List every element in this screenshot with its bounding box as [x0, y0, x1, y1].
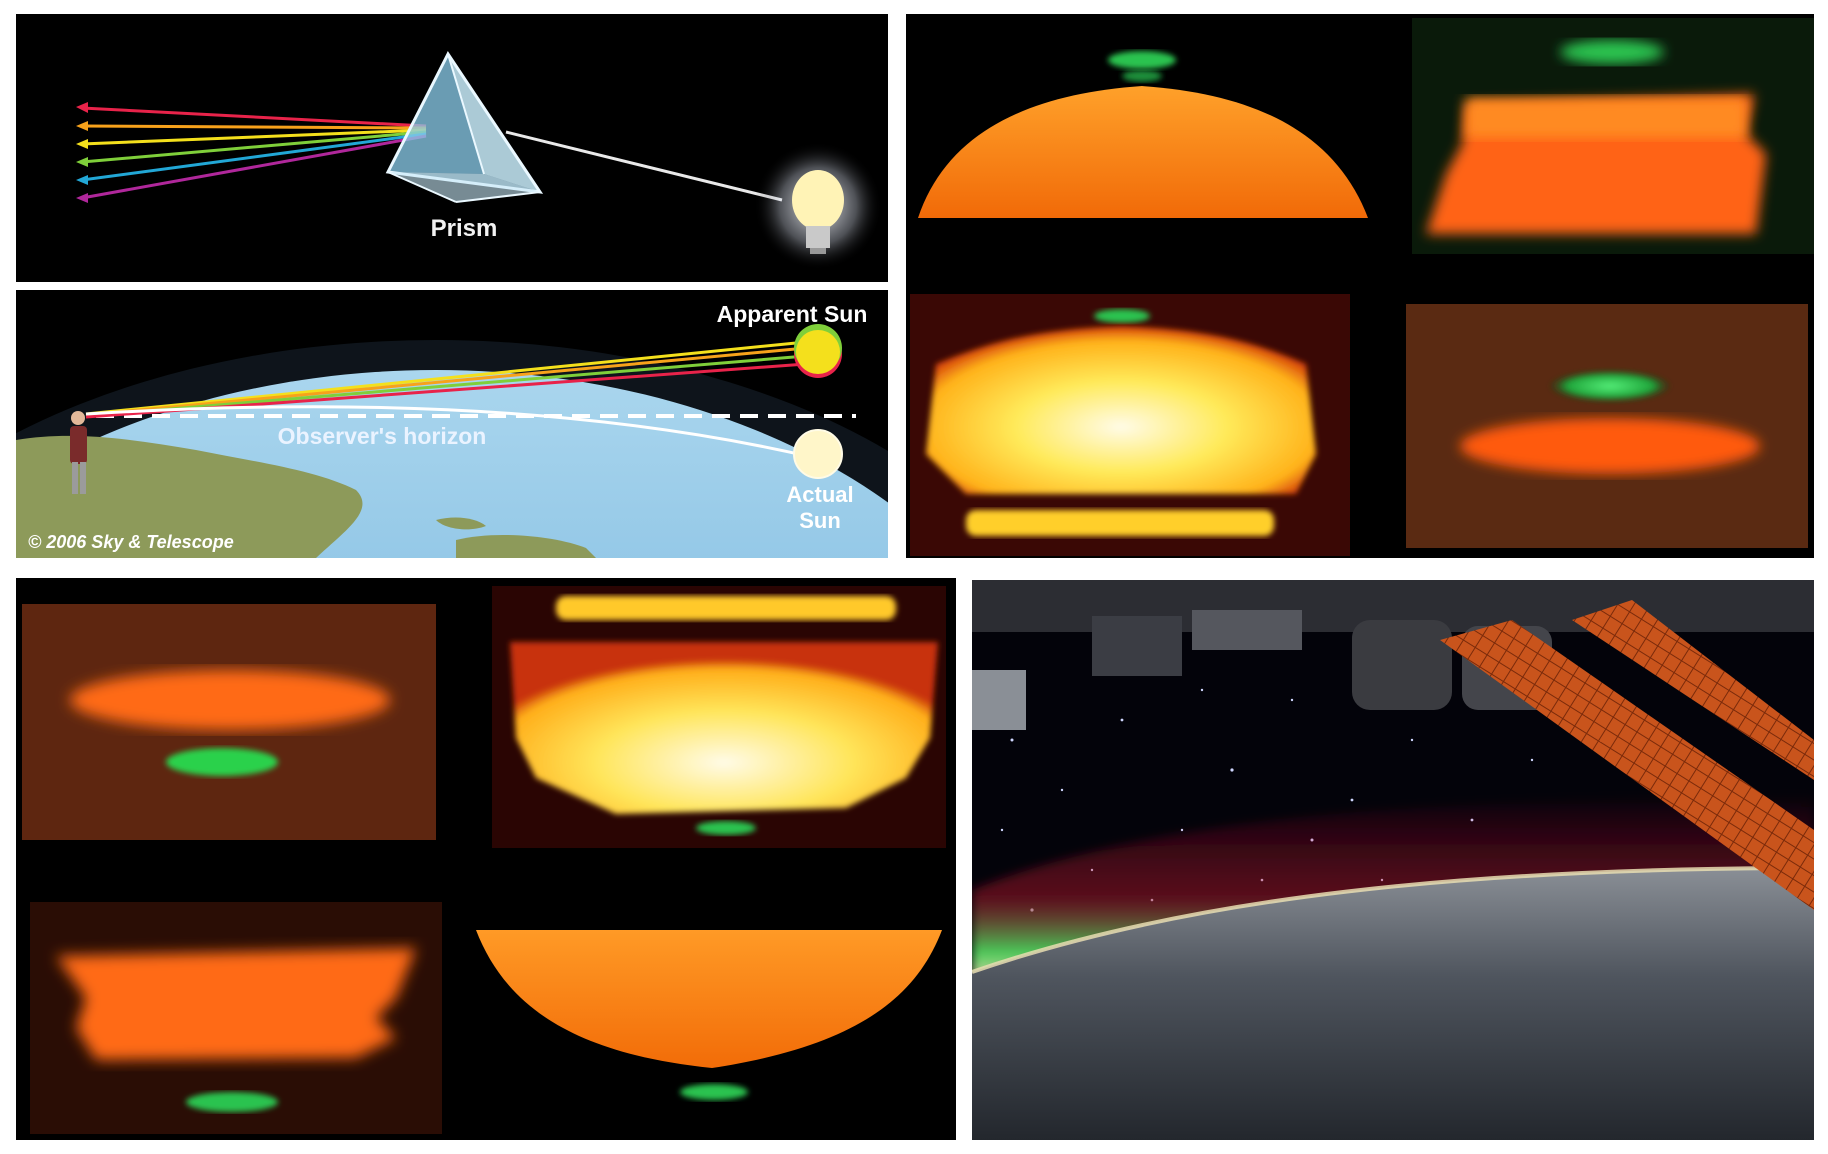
prism-label: Prism [431, 215, 498, 242]
copyright-label: © 2006 Sky & Telescope [28, 532, 234, 552]
apparent-sun-label: Apparent Sun [717, 301, 868, 327]
actual-sun-label-line2: Sun [799, 508, 841, 533]
arrowheads [76, 102, 88, 203]
apparent-sun-icon [794, 324, 842, 378]
green-ray [81, 130, 427, 164]
blue-ray [81, 132, 427, 182]
observer-figure [70, 411, 87, 494]
orange-ray [81, 124, 427, 130]
prism-diagram: Prism [76, 51, 882, 270]
photo-green-flash-1 [910, 42, 1382, 238]
light-bulb-icon [754, 142, 882, 270]
actual-sun-label-line1: Actual [786, 482, 853, 507]
white-light-beam [505, 130, 783, 202]
green-flash-grid-top-art [910, 18, 1814, 556]
photo-green-flash-8 [466, 908, 950, 1134]
refraction-diagram: Apparent Sun Actual Sun Observer's horiz… [16, 301, 888, 558]
earth-surface [972, 868, 1814, 1140]
land-left [16, 435, 363, 558]
solar-arrays [1440, 600, 1814, 910]
horizon-label: Observer's horizon [278, 423, 487, 449]
yellow-ray [81, 128, 427, 146]
violet-ray [81, 134, 427, 200]
green-flash-grid-bottom [16, 578, 956, 1140]
green-flash-grid-bottom-art [22, 586, 950, 1134]
red-ray [81, 106, 427, 128]
photo-green-flash-7 [30, 902, 442, 1134]
photo-green-flash-3 [910, 294, 1350, 556]
prism-diagram-panel: Prism [16, 14, 888, 282]
green-flash-grid-top [906, 14, 1814, 558]
actual-sun-icon [793, 429, 843, 479]
photo-green-flash-6 [492, 586, 946, 848]
photo-green-flash-4 [1406, 304, 1808, 548]
iss-earth-limb-photo [972, 580, 1814, 1140]
true-light-path [85, 405, 817, 460]
earth-limb [972, 866, 1814, 974]
photo-green-flash-2 [1412, 18, 1814, 254]
refraction-diagram-panel: Apparent Sun Actual Sun Observer's horiz… [16, 290, 888, 558]
prism-icon [385, 51, 544, 203]
land-bottom [456, 534, 596, 558]
spectrum-rays [81, 106, 427, 200]
iss-earth-limb-photo-panel [972, 580, 1814, 1140]
photo-green-flash-5 [22, 604, 436, 840]
